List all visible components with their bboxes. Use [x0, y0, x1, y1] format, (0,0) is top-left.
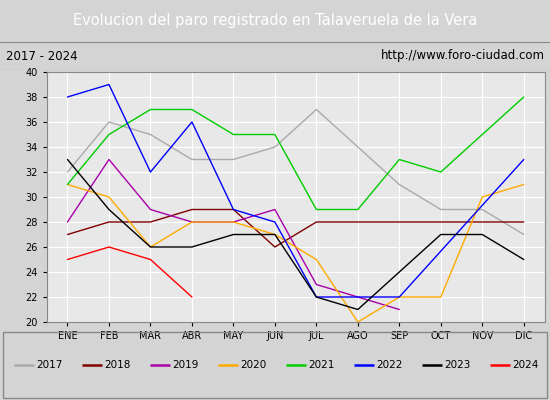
Text: 2017 - 2024: 2017 - 2024	[6, 50, 77, 62]
Text: 2022: 2022	[377, 360, 403, 370]
Text: 2021: 2021	[309, 360, 335, 370]
Text: http://www.foro-ciudad.com: http://www.foro-ciudad.com	[381, 50, 544, 62]
Text: 2019: 2019	[172, 360, 199, 370]
Text: 2020: 2020	[240, 360, 267, 370]
Text: 2017: 2017	[36, 360, 63, 370]
Text: 2023: 2023	[444, 360, 471, 370]
Text: Evolucion del paro registrado en Talaveruela de la Vera: Evolucion del paro registrado en Talaver…	[73, 14, 477, 28]
Text: 2024: 2024	[513, 360, 539, 370]
Text: 2018: 2018	[104, 360, 131, 370]
